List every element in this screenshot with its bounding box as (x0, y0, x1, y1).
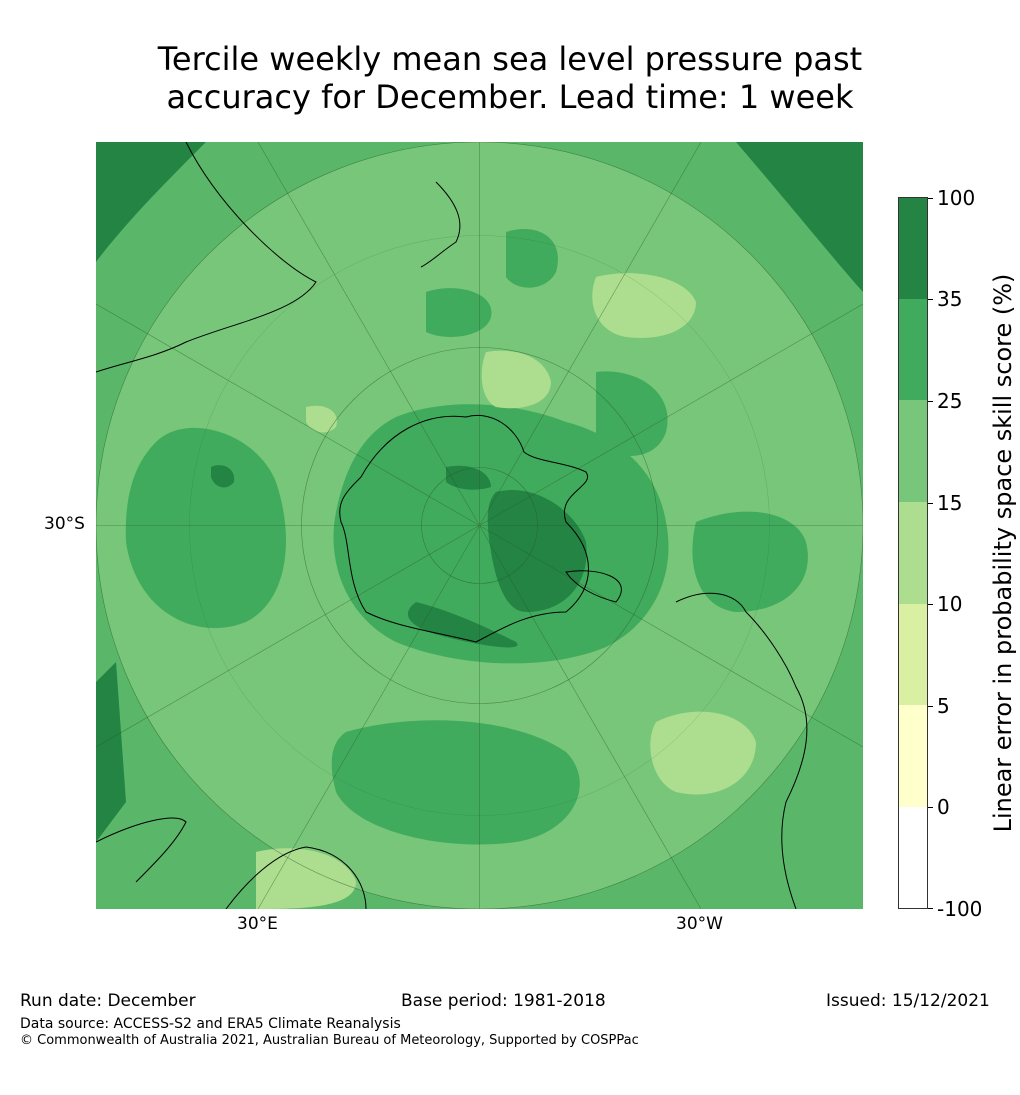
region-35-100-ne (736, 142, 863, 292)
colorbar-seg-35-100 (898, 197, 928, 299)
region-10-15-africa (256, 848, 356, 909)
colorbar-tickmark (928, 807, 933, 808)
colorbar-label: Linear error in probability space skill … (989, 273, 1017, 833)
colorbar-tick-neg100: -100 (937, 897, 983, 921)
colorbar-tick-10: 10 (937, 592, 963, 616)
new-zealand-coast (420, 181, 461, 268)
region-35-100-antarctic-east (487, 490, 587, 612)
africa-coast-south (225, 846, 367, 909)
data-source: Data source: ACCESS-S2 and ERA5 Climate … (20, 1016, 401, 1032)
colorbar-seg-15-25 (898, 400, 928, 502)
region-10-15-pacific (481, 350, 551, 409)
colorbar-tick-100: 100 (937, 186, 976, 210)
africa-coast-west (96, 817, 187, 883)
colorbar-tick-0: 0 (937, 795, 950, 819)
region-25-35-pacific-north (506, 228, 558, 288)
antarctic-peninsula (565, 570, 622, 603)
title-line-2: accuracy for December. Lead time: 1 week (166, 78, 854, 116)
colorbar-tick-35: 35 (937, 287, 963, 311)
colorbar (898, 197, 928, 909)
region-25-35-south-pacific (331, 720, 580, 845)
colorbar-tickmark (928, 604, 933, 605)
run-date: Run date: December (20, 991, 196, 1011)
colorbar-seg-0-5 (898, 705, 928, 807)
colorbar-tickmark (928, 401, 933, 402)
colorbar-seg-5-10 (898, 604, 928, 705)
australia-coast (96, 142, 317, 373)
region-35-100-indian-spot (211, 465, 235, 488)
lon-label-30e: 30°E (237, 914, 278, 934)
outer-ring-region (96, 142, 863, 909)
region-25-35-indian (125, 427, 286, 629)
colorbar-tickmark (928, 908, 933, 909)
coastlines (96, 142, 808, 909)
region-25-35-pacific-mid (426, 288, 492, 337)
region-35-100-w (96, 662, 126, 842)
lon-label-30w: 30°W (676, 914, 723, 934)
region-25-35-south-atlantic (596, 371, 668, 456)
region-35-100-antarctic-south (407, 602, 518, 648)
meridian-lines (96, 142, 863, 909)
region-10-15-indian-south (306, 405, 337, 433)
copyright: © Commonwealth of Australia 2021, Austra… (20, 1033, 639, 1048)
lat-label-30s: 30°S (44, 514, 85, 534)
colorbar-tick-25: 25 (937, 389, 963, 413)
polar-map (96, 142, 863, 909)
region-10-15-atlantic-south (650, 711, 756, 795)
title-line-1: Tercile weekly mean sea level pressure p… (157, 40, 863, 78)
colorbar-border (898, 197, 928, 909)
colorbar-tickmark (928, 198, 933, 199)
south-america-coast (675, 592, 808, 909)
region-10-15-atlantic-north (592, 273, 696, 338)
colorbar-tickmark (928, 706, 933, 707)
colorbar-tick-15: 15 (937, 491, 963, 515)
antarctica-coast (339, 415, 589, 643)
colorbar-tickmark (928, 503, 933, 504)
colorbar-tick-5: 5 (937, 694, 950, 718)
region-25-35-atlantic (692, 511, 808, 612)
colorbar-tickmark (928, 299, 933, 300)
colorbar-seg-10-15 (898, 502, 928, 604)
region-35-100-nw (96, 142, 206, 262)
map-svg (96, 142, 863, 909)
colorbar-seg-neg (898, 807, 928, 909)
colorbar-seg-25-35 (898, 299, 928, 400)
chart-title: Tercile weekly mean sea level pressure p… (0, 40, 1020, 116)
issued-date: Issued: 15/12/2021 (826, 991, 990, 1011)
base-period: Base period: 1981-2018 (401, 991, 606, 1011)
